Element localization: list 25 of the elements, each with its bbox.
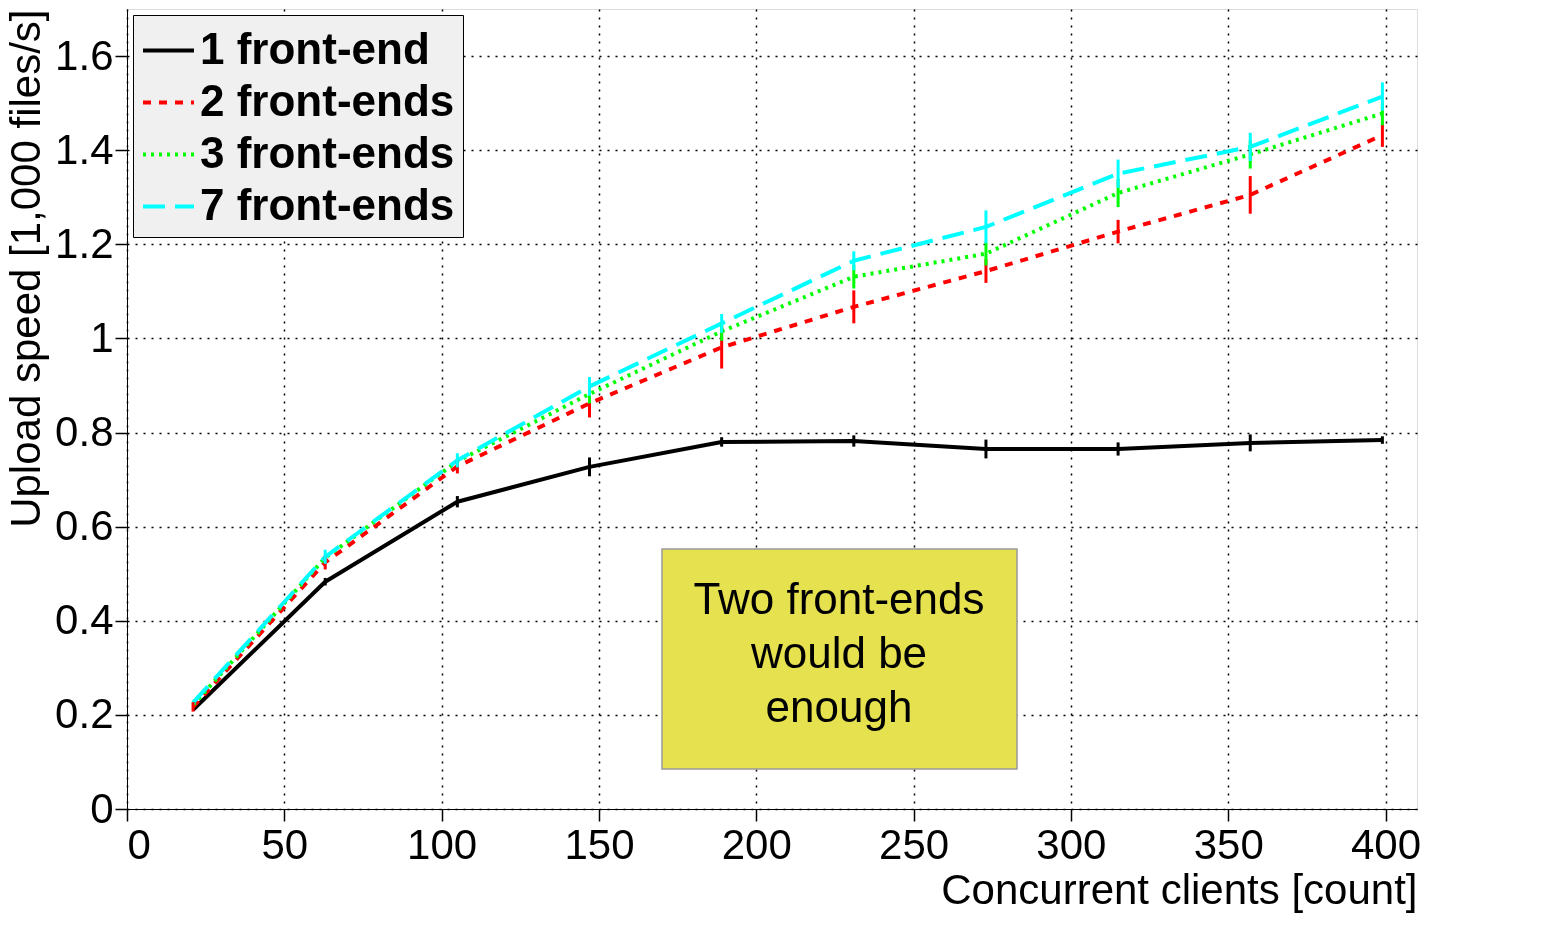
annotation: Two front-ends would be enough: [693, 574, 985, 731]
x-tick-label: 200: [721, 820, 792, 868]
legend-label: 2 front-ends: [200, 75, 455, 125]
y-tick-label: 0.2: [55, 690, 114, 738]
y-tick-label: 1.4: [55, 125, 114, 173]
y-tick-label: 0.8: [55, 408, 114, 456]
x-tick-label: 150: [564, 820, 635, 868]
x-tick-label: 250: [879, 820, 950, 868]
x-axis-title: Concurrent clients [count]: [941, 865, 1418, 913]
y-tick-label: 0.6: [55, 502, 114, 550]
y-tick-label: 0.4: [55, 596, 114, 644]
legend-label: 7 front-ends: [200, 179, 455, 229]
legend-label: 3 front-ends: [200, 127, 455, 177]
y-tick-label: 1: [90, 313, 114, 361]
x-tick-label: 100: [407, 820, 478, 868]
x-tick-label: 400: [1351, 820, 1422, 868]
y-tick-label: 1.2: [55, 219, 114, 267]
x-tick-label: 0: [127, 820, 151, 868]
y-axis-title: Upload speed [1,000 files/s]: [2, 9, 50, 528]
x-tick-label: 350: [1193, 820, 1264, 868]
y-tick-label: 0: [90, 784, 114, 832]
x-tick-label: 50: [261, 820, 309, 868]
x-tick-label: 300: [1036, 820, 1107, 868]
y-tick-label: 1.6: [55, 31, 114, 79]
legend-label: 1 front-end: [200, 23, 430, 73]
